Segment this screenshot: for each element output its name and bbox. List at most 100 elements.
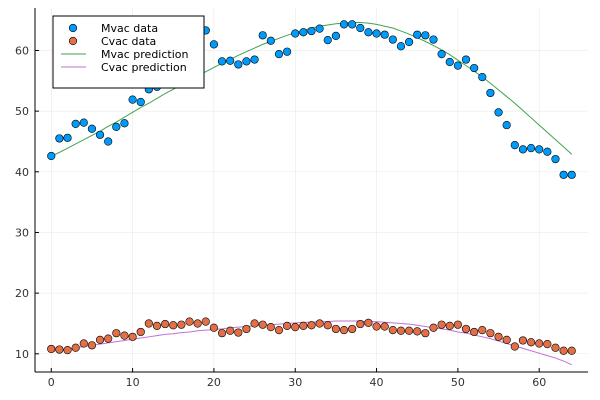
data-point	[307, 26, 316, 36]
data-point	[461, 324, 471, 334]
data-point	[470, 63, 479, 73]
data-points	[47, 20, 576, 355]
data-point	[291, 323, 300, 332]
data-point	[429, 35, 438, 44]
data-point	[201, 317, 210, 326]
data-point	[526, 144, 536, 153]
data-point	[323, 321, 332, 330]
data-point	[510, 342, 519, 351]
data-point	[169, 321, 178, 330]
data-point	[331, 31, 340, 41]
data-point	[559, 346, 568, 355]
data-point	[112, 329, 121, 338]
data-point	[242, 57, 251, 66]
data-point	[543, 339, 552, 349]
data-point	[396, 326, 406, 335]
data-point	[274, 50, 284, 59]
data-point	[307, 321, 316, 330]
data-point	[63, 133, 72, 142]
data-point	[478, 73, 487, 82]
data-point	[266, 323, 275, 332]
data-point	[104, 137, 113, 146]
data-point	[421, 31, 430, 40]
data-point	[71, 119, 80, 128]
x-tick-label: 40	[370, 376, 384, 389]
data-point	[421, 329, 430, 338]
y-tick-label: 20	[15, 287, 29, 300]
data-point	[274, 326, 284, 335]
data-point	[372, 29, 381, 38]
data-point	[63, 346, 72, 355]
data-point	[339, 20, 349, 29]
data-point	[152, 321, 162, 330]
x-tick-label: 60	[532, 376, 546, 389]
data-point	[453, 320, 462, 329]
data-point	[87, 124, 97, 133]
data-point	[120, 331, 129, 340]
data-point	[413, 30, 422, 39]
data-point	[258, 320, 267, 329]
data-point	[551, 343, 560, 352]
data-point	[502, 120, 511, 130]
data-point	[87, 341, 97, 350]
data-point	[291, 29, 300, 38]
data-point	[486, 88, 495, 98]
data-point	[112, 122, 121, 132]
y-tick-label: 60	[15, 44, 29, 57]
data-point	[339, 326, 349, 335]
data-point	[518, 336, 528, 345]
data-point	[79, 118, 88, 127]
data-point	[404, 37, 414, 47]
data-point	[364, 318, 373, 327]
data-point	[372, 322, 381, 331]
data-point	[161, 319, 170, 329]
data-point	[144, 319, 153, 328]
data-point	[217, 329, 227, 338]
y-tick-label: 50	[15, 105, 29, 118]
data-point	[47, 151, 56, 161]
x-tick-label: 30	[288, 376, 302, 389]
data-point	[266, 36, 275, 45]
data-point	[567, 170, 576, 179]
data-point	[356, 319, 365, 329]
data-point	[567, 346, 576, 355]
data-point	[356, 23, 365, 33]
data-point	[486, 329, 495, 338]
data-point	[234, 328, 243, 337]
data-point	[226, 326, 235, 335]
data-point	[95, 130, 105, 139]
data-point	[348, 324, 357, 334]
data-point	[470, 327, 479, 337]
data-point	[95, 335, 105, 344]
data-point	[413, 327, 422, 336]
y-tick-label: 10	[15, 348, 29, 361]
data-point	[510, 141, 519, 150]
data-point	[104, 334, 113, 343]
data-point	[404, 326, 414, 335]
data-point	[461, 55, 471, 64]
data-point	[55, 345, 64, 354]
data-point	[559, 170, 568, 179]
x-tick-label: 50	[451, 376, 465, 389]
data-point	[518, 145, 528, 154]
data-point	[380, 30, 389, 39]
data-point	[437, 50, 446, 59]
data-point	[429, 323, 438, 332]
data-point	[445, 57, 454, 67]
data-point	[234, 60, 243, 69]
data-point	[242, 324, 251, 334]
data-point	[177, 320, 186, 329]
data-point	[128, 332, 137, 341]
legend-label: Cvac prediction	[101, 61, 187, 74]
data-point	[217, 57, 227, 66]
data-point	[388, 326, 397, 335]
data-point	[348, 20, 357, 29]
data-point	[226, 56, 235, 65]
data-point	[79, 339, 88, 348]
y-tick-label: 30	[15, 226, 29, 239]
data-point	[502, 335, 511, 344]
data-point	[55, 134, 64, 143]
legend-label: Mvac data	[101, 22, 158, 35]
data-point	[323, 36, 332, 45]
